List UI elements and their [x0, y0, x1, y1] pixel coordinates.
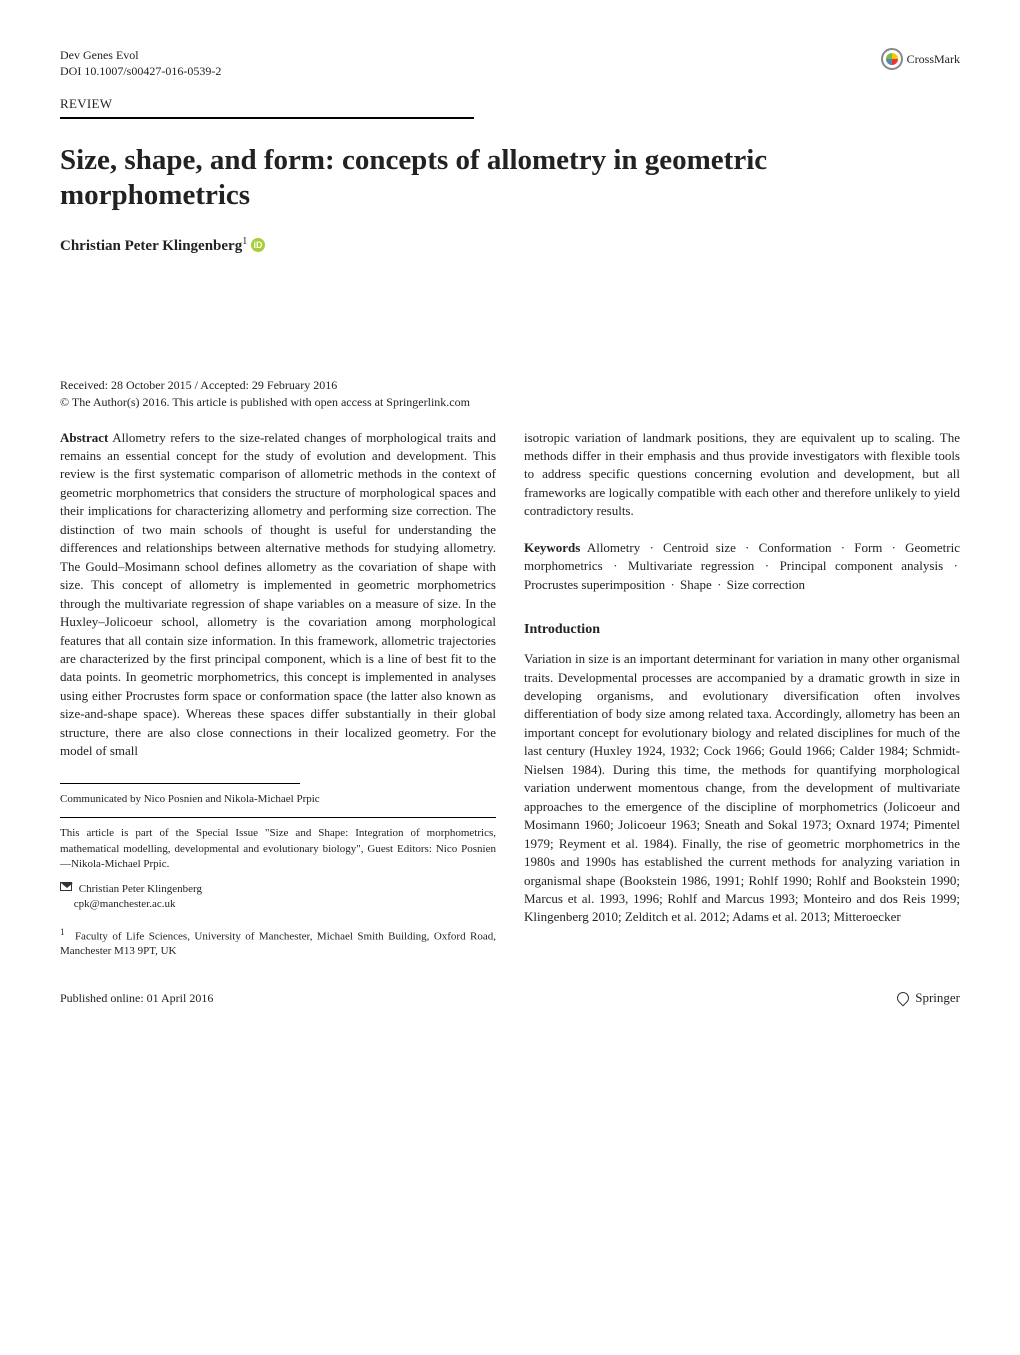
published-online: Published online: 01 April 2016 — [60, 990, 213, 1007]
article-title: Size, shape, and form: concepts of allom… — [60, 143, 960, 213]
doi: DOI 10.1007/s00427-016-0539-2 — [60, 64, 221, 80]
received-accepted: Received: 28 October 2015 / Accepted: 29… — [60, 377, 960, 394]
springer-icon — [895, 990, 911, 1006]
crossmark-icon — [881, 48, 903, 70]
crossmark-badge[interactable]: CrossMark — [881, 48, 960, 70]
copyright-line: © The Author(s) 2016. This article is pu… — [60, 394, 960, 411]
corr-name: Christian Peter Klingenberg — [79, 883, 202, 895]
orcid-icon[interactable]: iD — [251, 238, 265, 252]
footnote-rule — [60, 783, 300, 784]
affil-marker: 1 — [242, 236, 247, 247]
abstract-text-right: isotropic variation of landmark position… — [524, 429, 960, 521]
keyword-list: Allometry · Centroid size · Conformation… — [524, 540, 960, 592]
affiliation: 1 Faculty of Life Sciences, University o… — [60, 926, 496, 959]
abstract-paragraph: Abstract Allometry refers to the size-re… — [60, 429, 496, 761]
abstract-text-left: Allometry refers to the size-related cha… — [60, 430, 496, 759]
crossmark-label: CrossMark — [907, 51, 960, 68]
intro-heading: Introduction — [524, 620, 960, 640]
affil-number: 1 — [60, 927, 65, 937]
corr-email[interactable]: cpk@manchester.ac.uk — [74, 898, 176, 910]
keywords-block: Keywords Allometry · Centroid size · Con… — [524, 539, 960, 594]
envelope-icon — [60, 882, 72, 891]
journal-name: Dev Genes Evol — [60, 48, 221, 64]
author-line: Christian Peter Klingenberg1 iD — [60, 235, 960, 257]
publisher-name: Springer — [915, 989, 960, 1007]
intro-text: Variation in size is an important determ… — [524, 650, 960, 927]
communicated-by: Communicated by Nico Posnien and Nikola-… — [60, 792, 496, 807]
abstract-label: Abstract — [60, 430, 108, 445]
footnote-rule-2 — [60, 817, 496, 818]
author-name: Christian Peter Klingenberg — [60, 238, 242, 254]
keywords-label: Keywords — [524, 540, 580, 555]
affil-text: Faculty of Life Sciences, University of … — [60, 931, 496, 958]
article-type-label: REVIEW — [60, 91, 474, 119]
publisher-badge: Springer — [895, 989, 960, 1007]
special-issue-note: This article is part of the Special Issu… — [60, 826, 496, 872]
corresponding-author: Christian Peter Klingenberg cpk@manchest… — [60, 882, 496, 912]
